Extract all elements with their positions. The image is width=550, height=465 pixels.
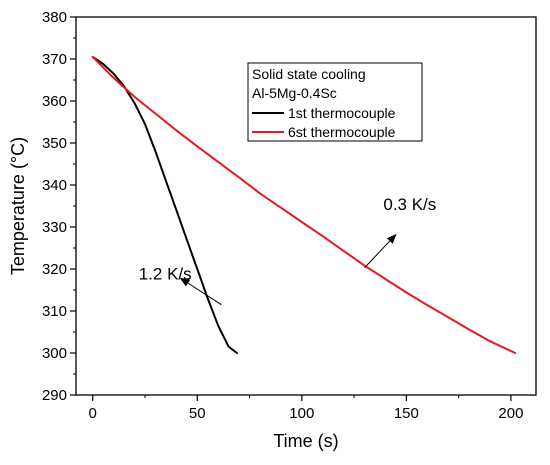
legend-header: Solid state cooling [252,66,366,82]
legend-header: Al-5Mg-0.4Sc [252,85,337,101]
y-tick-label: 310 [42,303,67,320]
series-line-1 [91,55,238,354]
y-axis-title: Temperature (°C) [8,137,28,275]
annotation-label: 1.2 K/s [139,265,192,284]
y-tick-label: 330 [42,219,67,236]
y-tick-label: 290 [42,387,67,404]
x-tick-label: 100 [289,405,314,422]
y-tick-label: 300 [42,345,67,362]
legend-label: 6st thermocouple [288,124,396,140]
y-tick-label: 320 [42,261,67,278]
y-tick-label: 380 [42,9,67,26]
y-tick-label: 370 [42,51,67,68]
y-tick-label: 360 [42,93,67,110]
y-tick-label: 340 [42,177,67,194]
y-tick-label: 350 [42,135,67,152]
legend-box [247,62,423,142]
x-tick-label: 0 [89,405,97,422]
x-tick-label: 150 [394,405,419,422]
x-tick-label: 200 [498,405,523,422]
annotations: 1.2 K/s 0.3 K/s [139,195,436,306]
annotation-arrow [364,233,397,269]
axes: 0 50 100 150 200 290 300 310 320 330 340 350 360 370 3… [42,9,523,422]
annotation-arrow [179,277,222,306]
legend-label: 1st thermocouple [288,105,396,121]
series [91,55,517,354]
x-axis-title: Time (s) [273,431,338,451]
legend: Solid state cooling Al-5Mg-0.4Sc 1st therm… [247,62,423,142]
series-line-2 [91,55,517,354]
annotation-label: 0.3 K/s [383,195,436,214]
x-tick-label: 50 [189,405,206,422]
